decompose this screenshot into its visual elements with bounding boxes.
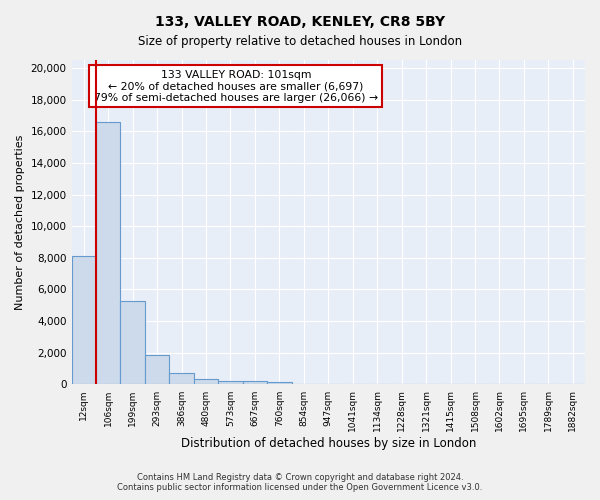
Text: Contains HM Land Registry data © Crown copyright and database right 2024.
Contai: Contains HM Land Registry data © Crown c… xyxy=(118,473,482,492)
Bar xyxy=(96,122,121,384)
Text: 133, VALLEY ROAD, KENLEY, CR8 5BY: 133, VALLEY ROAD, KENLEY, CR8 5BY xyxy=(155,15,445,29)
Y-axis label: Number of detached properties: Number of detached properties xyxy=(15,134,25,310)
Text: 133 VALLEY ROAD: 101sqm
← 20% of detached houses are smaller (6,697)
79% of semi: 133 VALLEY ROAD: 101sqm ← 20% of detache… xyxy=(94,70,378,103)
Bar xyxy=(242,382,267,384)
Bar xyxy=(218,380,242,384)
Bar xyxy=(145,355,169,384)
Bar xyxy=(71,256,96,384)
Bar xyxy=(194,380,218,384)
Text: Size of property relative to detached houses in London: Size of property relative to detached ho… xyxy=(138,35,462,48)
Bar xyxy=(267,382,292,384)
Bar xyxy=(121,300,145,384)
Bar xyxy=(169,373,194,384)
X-axis label: Distribution of detached houses by size in London: Distribution of detached houses by size … xyxy=(181,437,476,450)
